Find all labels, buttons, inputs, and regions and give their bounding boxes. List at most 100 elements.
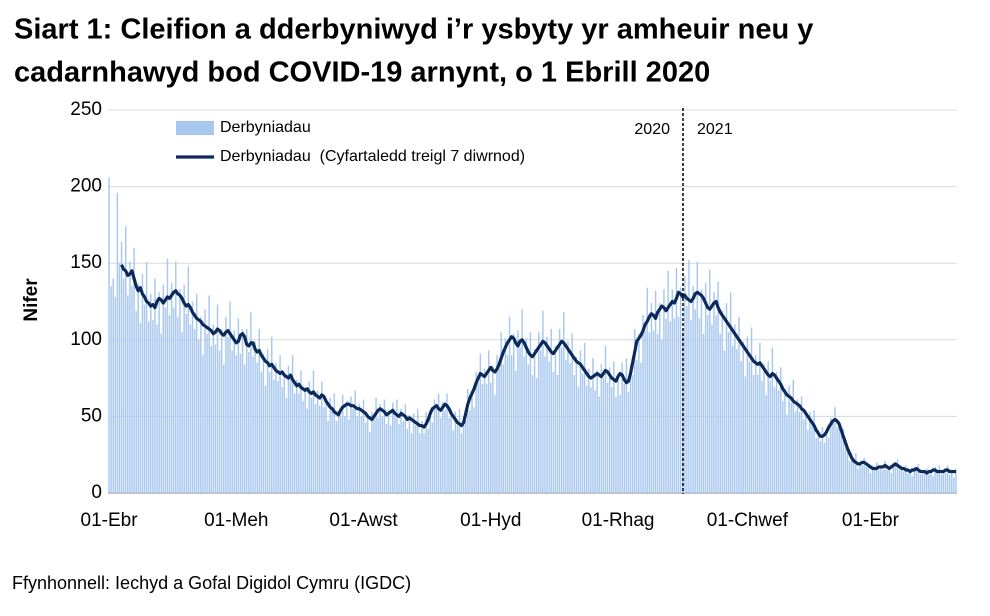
bar [750, 327, 753, 493]
bar [669, 321, 671, 493]
annotation: 2020 [634, 121, 670, 138]
bar [644, 330, 646, 493]
bar [254, 341, 256, 493]
bar [709, 269, 711, 493]
bar [905, 465, 907, 493]
bar [200, 316, 202, 493]
bar [815, 437, 817, 493]
bar [752, 375, 755, 493]
bar [329, 398, 331, 493]
bar [759, 342, 761, 493]
bar [310, 398, 313, 493]
bar [627, 391, 630, 493]
bar [158, 292, 160, 493]
bar [398, 424, 400, 493]
bar [435, 408, 438, 493]
bar [725, 303, 728, 493]
bar [137, 284, 139, 493]
bar [421, 420, 423, 493]
y-tick-label: 150 [70, 252, 102, 273]
bar [160, 333, 162, 493]
bar [479, 353, 482, 493]
bar [379, 404, 381, 493]
bar [754, 355, 757, 493]
bar [859, 462, 861, 493]
bar [581, 373, 584, 493]
bar [414, 425, 417, 493]
bar [715, 315, 717, 493]
bar [465, 420, 467, 493]
bar [298, 393, 300, 493]
bar [273, 379, 275, 493]
bar [871, 465, 874, 493]
bar [515, 370, 517, 493]
bar [431, 422, 434, 493]
bar [462, 416, 465, 493]
bar [955, 468, 957, 493]
bar [496, 355, 498, 493]
bar [732, 345, 734, 493]
bar [396, 399, 398, 493]
bar [805, 410, 807, 493]
bar [289, 379, 292, 493]
bar [145, 261, 148, 493]
bar [485, 384, 488, 493]
bar [225, 316, 227, 493]
bar [517, 330, 519, 493]
bar [371, 411, 373, 493]
bar [648, 332, 651, 493]
bar [350, 396, 352, 493]
bar [688, 260, 690, 493]
bar [736, 348, 738, 493]
bar [748, 361, 751, 493]
bar [433, 399, 436, 493]
bar [521, 309, 523, 493]
bar [168, 315, 171, 493]
bar [147, 321, 150, 493]
x-tick-label: 01-Ebr [81, 510, 139, 531]
bar [243, 364, 246, 493]
bar [600, 364, 603, 493]
bar [563, 312, 565, 493]
source-note: Ffynhonnell: Iechyd a Gofal Digidol Cymr… [12, 573, 411, 593]
bar [356, 416, 359, 493]
bar [218, 350, 221, 493]
bar [873, 470, 876, 493]
bar [127, 295, 129, 493]
bar [525, 338, 527, 493]
bar [917, 463, 920, 493]
bar [809, 411, 811, 493]
bar [717, 281, 719, 493]
bar [548, 361, 550, 493]
bar [788, 385, 790, 493]
bar [654, 290, 657, 493]
x-tick-label: 01-Rhag [582, 510, 655, 531]
bar [506, 355, 509, 493]
bar [875, 462, 878, 493]
bar [471, 390, 473, 493]
bar [162, 284, 165, 493]
bar [740, 361, 742, 493]
bar [780, 367, 782, 493]
bar [907, 473, 909, 493]
bar [800, 396, 803, 493]
bar [625, 358, 628, 493]
bar [385, 424, 388, 493]
bar [439, 417, 442, 493]
bar [460, 433, 463, 493]
bar [300, 370, 302, 493]
bar [661, 339, 663, 493]
bar [675, 267, 678, 493]
bar [143, 304, 146, 493]
bar [652, 330, 655, 493]
bar [154, 278, 156, 493]
bar [921, 470, 924, 493]
bar [790, 402, 792, 493]
bar [550, 329, 553, 493]
bar [512, 333, 515, 493]
bar [696, 261, 699, 493]
bar [606, 382, 609, 493]
bar [909, 470, 911, 493]
bar [318, 405, 321, 493]
bar [389, 425, 392, 493]
